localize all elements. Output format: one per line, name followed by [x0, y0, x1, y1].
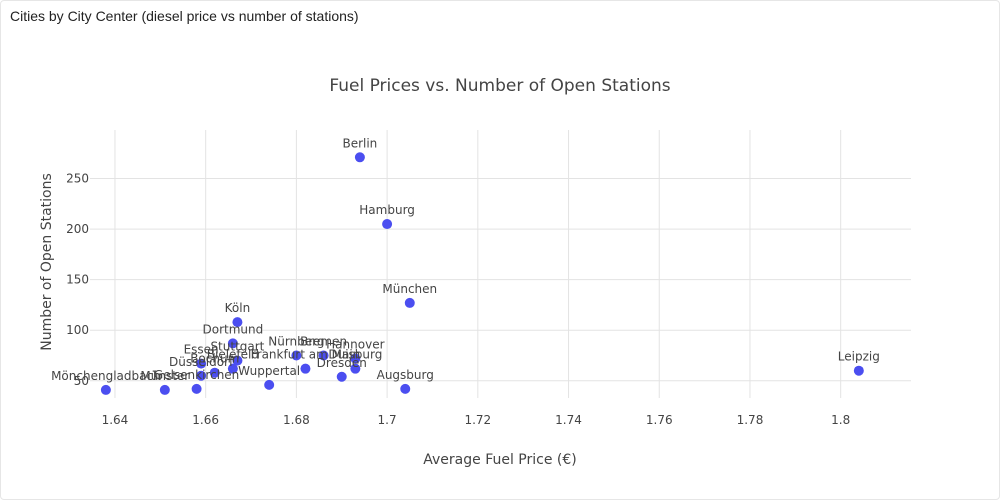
data-point[interactable] [318, 350, 329, 361]
data-point[interactable] [209, 367, 220, 378]
y-tick-label: 50 [74, 374, 89, 388]
data-point-label: Duisburg [328, 348, 382, 362]
data-point-label: München [382, 282, 437, 296]
x-tick-label: 1.64 [102, 413, 129, 427]
panel-title: Cities by City Center (diesel price vs n… [10, 8, 359, 24]
data-point-label: Nürnberg [268, 335, 324, 349]
x-tick-label: 1.8 [831, 413, 850, 427]
data-point-label: Gelsenkirchen [154, 368, 239, 382]
x-tick-label: 1.66 [192, 413, 219, 427]
data-point-label: Münster [140, 369, 189, 383]
data-point[interactable] [853, 365, 864, 376]
data-point-label: Mönchengladbach [51, 369, 161, 383]
x-tick-label: 1.78 [737, 413, 764, 427]
data-point-label: Hamburg [359, 203, 415, 217]
y-tick-label: 250 [66, 172, 89, 186]
data-point[interactable] [159, 384, 170, 395]
data-point[interactable] [400, 383, 411, 394]
x-tick-label: 1.76 [646, 413, 673, 427]
data-point[interactable] [382, 219, 393, 230]
data-point-label: Stuttgart [210, 340, 264, 354]
x-tick-label: 1.74 [555, 413, 582, 427]
data-point-label: Leipzig [838, 350, 880, 364]
data-point[interactable] [196, 358, 207, 369]
y-tick-label: 200 [66, 222, 89, 236]
data-point-label: Bielefeld [207, 348, 259, 362]
data-point-label: Berlin [342, 136, 377, 150]
point-layer [100, 152, 864, 395]
y-tick-label: 100 [66, 323, 89, 337]
data-point-label: Essen [184, 343, 219, 357]
y-axis-label: Number of Open Stations [39, 173, 55, 351]
data-point-label: Wuppertal [238, 364, 300, 378]
data-point-label: Frankfurt am Main [251, 348, 361, 362]
data-point[interactable] [100, 384, 111, 395]
data-point[interactable] [404, 297, 415, 308]
data-point[interactable] [232, 355, 243, 366]
data-point[interactable] [196, 370, 207, 381]
y-tick-label: 150 [66, 273, 89, 287]
data-point[interactable] [232, 317, 243, 328]
point-label-layer: Berlin Hamburg München Köln Dortmund Leipzig A… [51, 136, 880, 383]
data-point[interactable] [264, 379, 275, 390]
data-point[interactable] [336, 371, 347, 382]
data-point[interactable] [354, 152, 365, 163]
data-point-label: Augsburg [377, 368, 434, 382]
data-point[interactable] [227, 363, 238, 374]
data-point-label: Hannover [326, 338, 384, 352]
data-point[interactable] [227, 338, 238, 349]
chart-title: Fuel Prices vs. Number of Open Stations [329, 76, 670, 96]
data-point-label: Bochum [190, 352, 239, 366]
x-tick-label: 1.72 [464, 413, 491, 427]
grid-layer [90, 130, 911, 398]
data-point[interactable] [291, 350, 302, 361]
data-point[interactable] [350, 363, 361, 374]
data-point-label: Dortmund [203, 322, 264, 336]
data-point-label: Köln [225, 301, 251, 315]
data-point[interactable] [350, 353, 361, 364]
x-tick-label: 1.7 [378, 413, 397, 427]
data-point[interactable] [191, 383, 202, 394]
data-point-label: Dresden [317, 356, 367, 370]
x-tick-label: 1.68 [283, 413, 310, 427]
tick-layer: 1.64 1.66 1.68 1.7 1.72 1.74 1.76 1.78 1.8 50 100 1… [66, 172, 850, 427]
data-point[interactable] [300, 363, 311, 374]
data-point-label: Düsseldorf [169, 355, 234, 369]
x-axis-label: Average Fuel Price (€) [423, 452, 577, 468]
data-point-label: Bremen [300, 335, 347, 349]
